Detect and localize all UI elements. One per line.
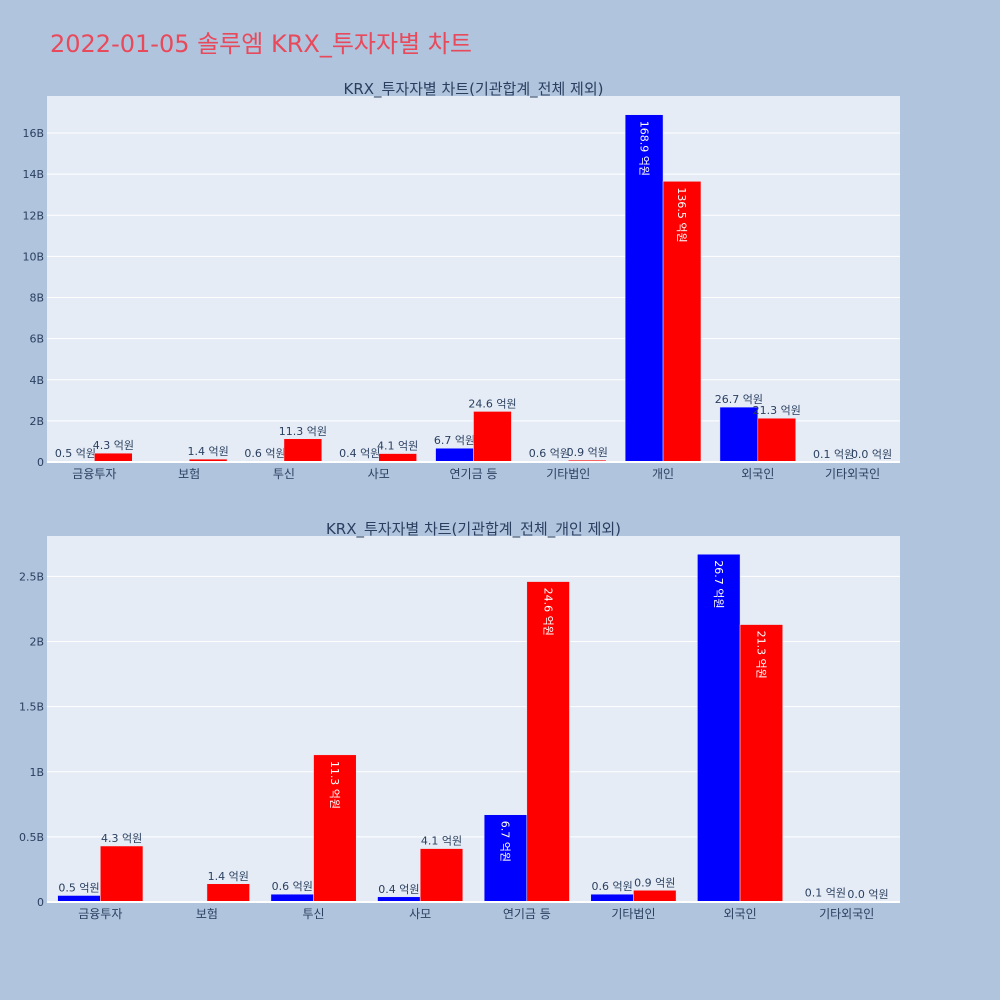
bar-blue-7 xyxy=(719,406,759,463)
data-label: 0.6 억원 xyxy=(529,447,570,460)
x-tick-label: 외국인 xyxy=(724,907,757,921)
x-tick-label: 기타법인 xyxy=(611,907,655,921)
data-label: 11.3 억원 xyxy=(328,761,341,809)
data-label: 0.0 억원 xyxy=(851,448,892,461)
x-tick-label: 기타외국인 xyxy=(819,907,874,921)
x-tick-label: 금융투자 xyxy=(72,467,116,481)
y-tick-label: 14B xyxy=(22,168,44,181)
bar-blue-2 xyxy=(270,893,314,903)
bar-red-3 xyxy=(419,848,464,903)
bar-red-3 xyxy=(378,453,417,463)
data-label: 4.3 억원 xyxy=(93,439,134,452)
data-label: 6.7 억원 xyxy=(499,821,512,862)
data-label: 21.3 억원 xyxy=(755,631,768,679)
bar-red-0 xyxy=(100,845,144,903)
y-tick-label: 1B xyxy=(29,766,44,779)
investor-chart-excluding-institution-and-individual: KRX_투자자별 차트(기관합계_전체_개인 제외) 0 0.5B 1B 1.5B 2B 2… xyxy=(19,520,900,921)
data-label: 0.9 억원 xyxy=(634,876,675,889)
y-tick-label: 2.5B xyxy=(19,570,44,583)
bar-blue-4 xyxy=(435,447,474,463)
y-tick-label: 2B xyxy=(29,415,44,428)
data-label: 0.6 억원 xyxy=(272,880,313,893)
x-tick-label: 사모 xyxy=(368,467,390,481)
bar-red-0 xyxy=(94,452,133,463)
y-tick-label: 0 xyxy=(37,896,44,909)
bar-red-4 xyxy=(526,581,570,903)
data-label: 26.7 억원 xyxy=(715,393,763,406)
data-label: 0.1 억원 xyxy=(805,887,846,900)
data-label: 0.9 억원 xyxy=(567,446,608,459)
data-label: 0.5 억원 xyxy=(55,447,96,460)
page-title: 2022-01-05 솔루엠 KRX_투자자별 차트 xyxy=(50,30,472,58)
data-label: 0.4 억원 xyxy=(378,883,419,896)
bar-red-5 xyxy=(633,890,677,903)
data-label: 24.6 억원 xyxy=(468,397,516,410)
data-label: 21.3 억원 xyxy=(753,404,801,417)
y-tick-label: 8B xyxy=(29,292,44,305)
y-tick-label: 12B xyxy=(22,209,44,222)
y-tick-label: 6B xyxy=(29,333,44,346)
bar-red-2 xyxy=(313,754,357,903)
x-tick-label: 개인 xyxy=(652,467,674,481)
x-tick-label: 외국인 xyxy=(741,467,774,481)
y-tick-label: 2B xyxy=(29,636,44,649)
y-tick-label: 16B xyxy=(22,127,44,140)
x-tick-label: 사모 xyxy=(409,907,431,921)
data-label: 136.5 억원 xyxy=(675,187,688,242)
bar-red-6 xyxy=(739,624,783,903)
x-tick-label: 연기금 등 xyxy=(503,907,551,921)
y-tick-label: 1.5B xyxy=(19,701,44,714)
x-tick-label: 금융투자 xyxy=(78,907,122,921)
data-label: 11.3 억원 xyxy=(279,425,327,438)
bar-red-2 xyxy=(283,438,323,463)
data-label: 0.6 억원 xyxy=(591,880,632,893)
x-tick-label: 연기금 등 xyxy=(450,467,498,481)
x-tick-label: 보험 xyxy=(196,907,218,921)
data-label: 0.4 억원 xyxy=(339,447,380,460)
data-label: 1.4 억원 xyxy=(188,445,229,458)
data-label: 4.3 억원 xyxy=(101,832,142,845)
investor-chart-excluding-institution-total: KRX_투자자별 차트(기관합계_전체 제외) 0 2B 4B 6B 8B 10B 12B 14… xyxy=(22,80,900,481)
bar-red-4 xyxy=(473,411,512,463)
x-tick-label: 기타외국인 xyxy=(825,467,880,481)
data-label: 1.4 억원 xyxy=(208,870,249,883)
x-tick-label: 보험 xyxy=(178,467,200,481)
plot-area xyxy=(47,96,900,462)
y-tick-label: 0.5B xyxy=(19,831,44,844)
bar-red-1 xyxy=(206,883,250,903)
data-label: 6.7 억원 xyxy=(434,434,475,447)
x-tick-label: 투신 xyxy=(303,907,325,921)
data-label: 4.1 억원 xyxy=(377,440,418,453)
data-label: 4.1 억원 xyxy=(421,835,462,848)
x-tick-label: 투신 xyxy=(273,467,295,481)
chart-subtitle: KRX_투자자별 차트(기관합계_전체 제외) xyxy=(344,80,604,99)
y-tick-label: 0 xyxy=(37,456,44,469)
x-tick-label: 기타법인 xyxy=(546,467,590,481)
y-tick-label: 10B xyxy=(22,250,44,263)
chart-subtitle: KRX_투자자별 차트(기관합계_전체_개인 제외) xyxy=(326,520,621,539)
data-label: 0.5 억원 xyxy=(58,881,99,894)
data-label: 0.6 억원 xyxy=(244,447,285,460)
y-tick-label: 4B xyxy=(29,374,44,387)
data-label: 0.0 억원 xyxy=(847,888,888,901)
data-label: 0.1 억원 xyxy=(813,448,854,461)
data-label: 26.7 억원 xyxy=(712,560,725,608)
data-label: 24.6 억원 xyxy=(541,588,554,636)
data-label: 168.9 억원 xyxy=(637,121,650,176)
bar-blue-5 xyxy=(590,893,634,903)
bar-red-7 xyxy=(757,417,796,463)
